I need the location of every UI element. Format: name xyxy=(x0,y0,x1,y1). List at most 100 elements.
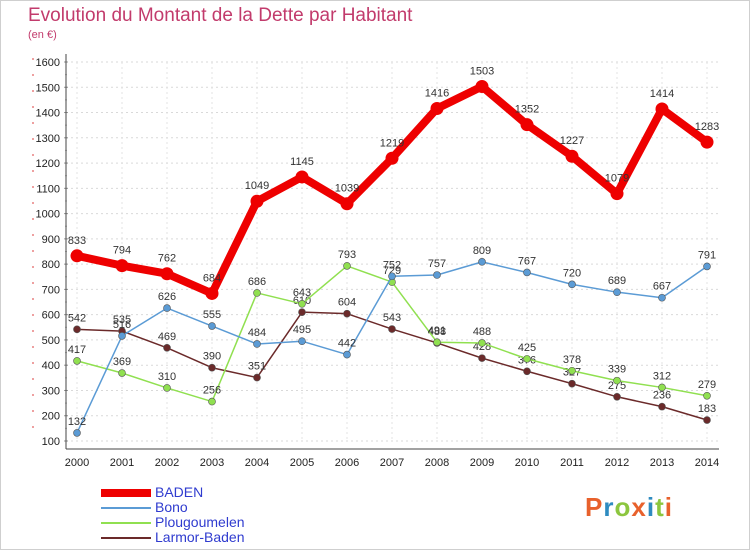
data-point xyxy=(298,300,306,308)
data-label: 310 xyxy=(158,371,176,383)
axis-dot-marker xyxy=(32,346,34,348)
data-label: 793 xyxy=(338,249,356,261)
axis-dot-marker xyxy=(32,298,34,300)
axis-dot-marker xyxy=(32,394,34,396)
data-point xyxy=(658,293,666,302)
x-tick-label: 2002 xyxy=(155,457,179,469)
data-point xyxy=(568,280,576,289)
data-point xyxy=(205,286,219,300)
data-point xyxy=(433,271,441,279)
data-label: 643 xyxy=(293,287,311,299)
data-point xyxy=(73,429,81,437)
data-label: 757 xyxy=(428,258,446,270)
axis-dot-marker xyxy=(32,186,34,188)
y-tick-label: 1400 xyxy=(36,108,60,120)
legend-swatch xyxy=(101,507,151,509)
data-label: 279 xyxy=(698,379,716,391)
brand-letter: x xyxy=(631,492,647,522)
data-label: 378 xyxy=(563,354,581,366)
data-point xyxy=(475,80,489,94)
data-point xyxy=(115,259,129,273)
y-tick-label: 1300 xyxy=(36,133,60,145)
data-point xyxy=(118,332,126,340)
axis-dot-marker xyxy=(32,74,34,76)
brand-letter: P xyxy=(585,492,604,522)
axis-dot-marker xyxy=(32,330,34,332)
data-point xyxy=(73,357,81,365)
data-label: 1039 xyxy=(335,183,359,195)
axis-dot-marker xyxy=(32,234,34,236)
data-label: 339 xyxy=(608,364,626,376)
data-point xyxy=(208,363,216,372)
legend-item: Bono xyxy=(101,500,321,515)
data-label: 767 xyxy=(518,255,536,267)
x-tick-label: 2003 xyxy=(200,457,224,469)
y-tick-label: 1500 xyxy=(36,82,60,94)
axis-dot-marker xyxy=(32,362,34,364)
y-tick-label: 1000 xyxy=(36,209,60,221)
data-label: 762 xyxy=(158,253,176,265)
data-label: 752 xyxy=(383,259,401,271)
data-point xyxy=(565,149,579,163)
data-label: 555 xyxy=(203,309,221,321)
data-point xyxy=(208,397,216,406)
axis-dot-marker xyxy=(32,266,34,268)
data-point xyxy=(478,339,486,347)
data-label: 1145 xyxy=(290,156,314,168)
axis-dot-marker xyxy=(32,410,34,412)
legend-swatch xyxy=(101,489,151,497)
brand-letter: r xyxy=(603,492,615,522)
data-label: 256 xyxy=(203,385,221,397)
data-point xyxy=(658,402,666,411)
data-label: 1414 xyxy=(650,88,674,100)
data-point xyxy=(655,102,669,116)
axis-dot-marker xyxy=(32,314,34,316)
data-label: 667 xyxy=(653,281,671,293)
data-label: 484 xyxy=(248,327,266,339)
legend-label: Plougoumelen xyxy=(155,514,245,530)
legend-swatch xyxy=(101,537,151,539)
axis-dot-marker xyxy=(32,426,34,428)
data-point xyxy=(703,262,711,271)
data-point xyxy=(73,325,81,334)
brand-letter: o xyxy=(614,492,632,522)
data-point xyxy=(253,373,261,382)
data-label: 469 xyxy=(158,331,176,343)
y-tick-label: 500 xyxy=(42,335,60,347)
x-tick-label: 2011 xyxy=(560,457,584,469)
axis-dot-marker xyxy=(32,202,34,204)
data-point xyxy=(343,309,351,318)
data-label: 833 xyxy=(68,235,86,247)
x-tick-label: 2014 xyxy=(695,457,719,469)
y-tick-label: 700 xyxy=(42,284,60,296)
data-label: 1227 xyxy=(560,135,584,147)
data-label: 236 xyxy=(653,390,671,402)
y-tick-label: 1200 xyxy=(36,158,60,170)
data-point xyxy=(250,194,264,208)
data-label: 312 xyxy=(653,370,671,382)
data-point xyxy=(613,392,621,401)
data-label: 543 xyxy=(383,312,401,324)
y-tick-label: 400 xyxy=(42,360,60,372)
y-tick-label: 600 xyxy=(42,310,60,322)
y-tick-label: 200 xyxy=(42,411,60,423)
axis-dot-marker xyxy=(32,58,34,60)
data-point xyxy=(433,338,441,347)
data-point xyxy=(253,289,261,297)
data-point xyxy=(70,249,84,263)
legend-label: Bono xyxy=(155,499,188,515)
data-point xyxy=(118,369,126,377)
data-label: 809 xyxy=(473,245,491,257)
brand-letter: i xyxy=(664,492,673,522)
data-label: 1079 xyxy=(605,173,629,185)
data-point xyxy=(523,268,531,277)
data-label: 351 xyxy=(248,361,266,373)
brand-letter: i xyxy=(646,492,656,522)
legend-swatch xyxy=(101,522,151,524)
brand-logo: Proxiti xyxy=(585,492,673,523)
data-point xyxy=(523,355,531,363)
x-tick-label: 2007 xyxy=(380,457,404,469)
axis-dot-marker xyxy=(32,218,34,220)
data-point xyxy=(160,267,174,281)
y-tick-label: 900 xyxy=(42,234,60,246)
